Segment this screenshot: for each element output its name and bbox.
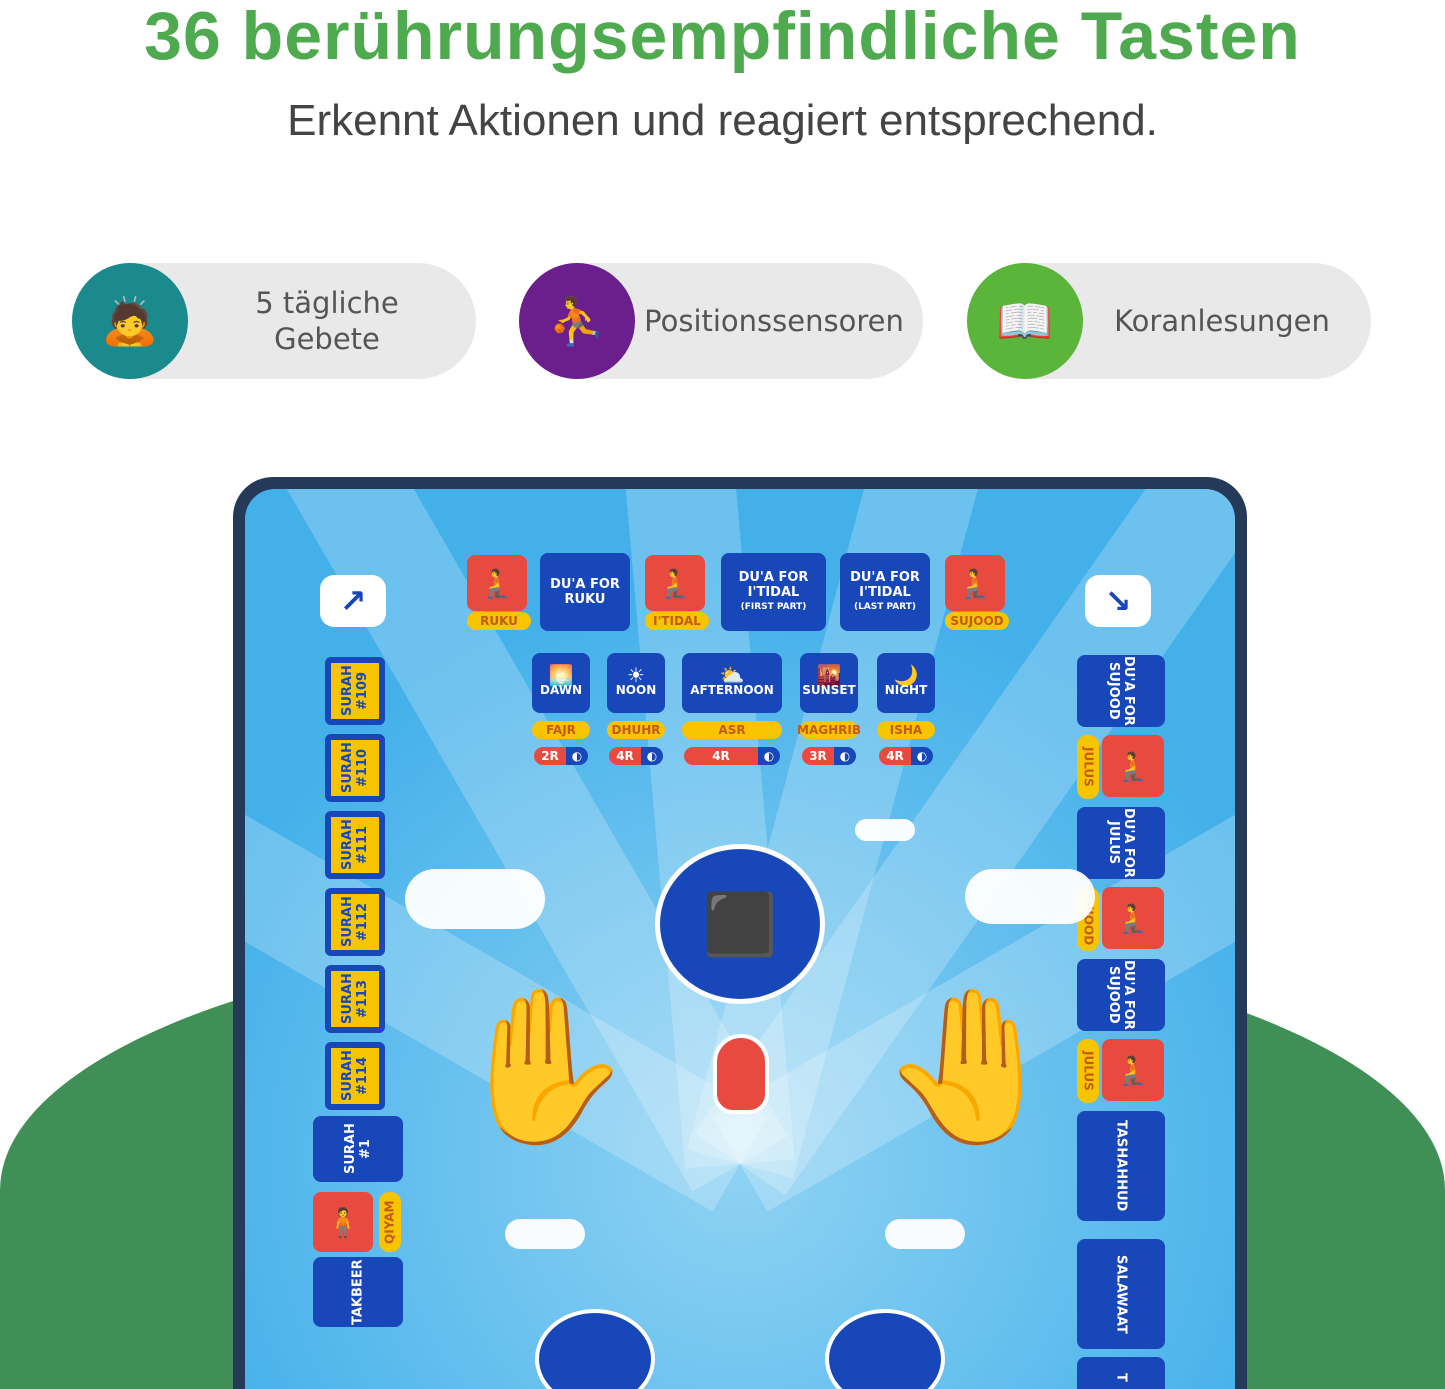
- pose-tile[interactable]: 🧎: [1102, 1039, 1164, 1101]
- rakat-indicator: 4R ◐: [879, 747, 933, 765]
- rakat-count: 4R: [609, 747, 641, 765]
- pose-caption[interactable]: QIYAM: [379, 1192, 401, 1252]
- dua-subtext: (FIRST PART): [740, 601, 807, 612]
- moon-icon: ◐: [641, 747, 663, 765]
- left-knee-pad[interactable]: [535, 1309, 655, 1389]
- prostration-icon: 🙇: [72, 263, 188, 379]
- surah-tile[interactable]: SURAH #111: [325, 811, 385, 879]
- pose-caption[interactable]: JULUS: [1077, 735, 1099, 799]
- moon-icon: ◐: [834, 747, 856, 765]
- qiyam-pose-tile[interactable]: 🧍: [313, 1192, 373, 1252]
- rakat-indicator: 3R ◐: [802, 747, 856, 765]
- time-of-day-icon: 🌅: [548, 663, 574, 687]
- prayer-time-label: SUNSET: [802, 683, 856, 697]
- prayer-name[interactable]: ISHA: [877, 721, 935, 739]
- cloud: [505, 1219, 585, 1249]
- time-of-day-icon: 🌙: [893, 663, 919, 687]
- rakat-indicator: 4R ◐: [609, 747, 663, 765]
- prayer-time-tile[interactable]: 🌅 DAWN: [532, 653, 590, 713]
- prayer-time-tile[interactable]: ☀ NOON: [607, 653, 665, 713]
- rakat-indicator: 2R ◐: [534, 747, 588, 765]
- dua-tile[interactable]: T: [1077, 1357, 1165, 1389]
- pose-caption[interactable]: JULUS: [1077, 1039, 1099, 1103]
- dua-text: DU'A FOR I'TIDAL: [738, 569, 809, 600]
- surah-tile[interactable]: SURAH #112: [325, 888, 385, 956]
- page-subtitle: Erkennt Aktionen und reagiert entspreche…: [287, 96, 1158, 145]
- feature-quran: 📖 Koranlesungen: [967, 263, 1371, 379]
- prayer-time-label: NOON: [615, 683, 657, 697]
- moon-icon: ◐: [566, 747, 588, 765]
- right-knee-pad[interactable]: [825, 1309, 945, 1389]
- prayer-time-label: AFTERNOON: [690, 683, 774, 697]
- prayer-name[interactable]: ASR: [682, 721, 782, 739]
- feature-label: 5 tägliche Gebete: [255, 286, 399, 356]
- prayer-time-label: DAWN: [540, 683, 582, 697]
- dua-subtext: (LAST PART): [853, 601, 917, 612]
- right-hand-pad[interactable]: ✋: [875, 980, 1062, 1154]
- surah-tile[interactable]: SURAH #110: [325, 734, 385, 802]
- dua-tile[interactable]: SALAWAAT: [1077, 1239, 1165, 1349]
- cloud: [885, 1219, 965, 1249]
- cloud: [405, 869, 545, 929]
- pose-caption[interactable]: I'TIDAL: [645, 612, 709, 630]
- dua-tile[interactable]: DU'A FOR I'TIDAL (LAST PART): [840, 553, 930, 631]
- surah-tile[interactable]: SURAH #113: [325, 965, 385, 1033]
- feature-label: Koranlesungen: [1114, 304, 1330, 338]
- pose-tile[interactable]: 🧎: [945, 555, 1005, 611]
- surah-tile[interactable]: SURAH #109: [325, 657, 385, 725]
- time-of-day-icon: ⛅: [719, 663, 745, 687]
- dua-tile[interactable]: DU'A FOR SUJOOD: [1077, 655, 1165, 727]
- moon-icon: ◐: [758, 747, 780, 765]
- rakat-count: 3R: [802, 747, 834, 765]
- left-hand-pad[interactable]: ✋: [450, 980, 637, 1154]
- time-of-day-icon: 🌇: [816, 663, 842, 687]
- prayer-name[interactable]: FAJR: [532, 721, 590, 739]
- curved-arrow-icon: ↘: [1085, 575, 1151, 627]
- time-of-day-icon: ☀: [627, 663, 645, 687]
- moon-icon: ◐: [911, 747, 933, 765]
- rakat-count: 2R: [534, 747, 566, 765]
- takbeer-tile[interactable]: TAKBEER: [313, 1257, 403, 1327]
- dua-tile[interactable]: DU'A FOR JULUS: [1077, 807, 1165, 879]
- pose-tile[interactable]: 🧎: [1102, 735, 1164, 797]
- prayer-name[interactable]: DHUHR: [607, 721, 665, 739]
- kaaba-icon[interactable]: ⬛: [655, 844, 825, 1004]
- rakat-count: 4R: [879, 747, 911, 765]
- cloud: [965, 869, 1095, 924]
- dua-tile[interactable]: DU'A FOR RUKU: [540, 553, 630, 631]
- feature-position-sensors: ⛹ Positionssensoren: [519, 263, 923, 379]
- surah-tile[interactable]: SURAH #1: [313, 1116, 403, 1182]
- bowing-figure-icon: ⛹: [519, 263, 635, 379]
- dua-text: DU'A FOR I'TIDAL: [850, 569, 920, 600]
- dua-tile[interactable]: DU'A FOR SUJOOD: [1077, 959, 1165, 1031]
- prayer-time-tile[interactable]: 🌇 SUNSET: [800, 653, 858, 713]
- dua-tile[interactable]: DU'A FOR I'TIDAL (FIRST PART): [721, 553, 826, 631]
- open-quran-icon: 📖: [967, 263, 1083, 379]
- page-title: 36 berührungsempfindliche Tasten: [144, 0, 1301, 74]
- dua-text: DU'A FOR RUKU: [550, 577, 620, 607]
- pose-tile[interactable]: 🧎: [645, 555, 705, 611]
- prayer-time-tile[interactable]: 🌙 NIGHT: [877, 653, 935, 713]
- dua-tile[interactable]: TASHAHHUD: [1077, 1111, 1165, 1221]
- feature-daily-prayers: 🙇 5 tägliche Gebete: [72, 263, 476, 379]
- feature-label: Positionssensoren: [644, 304, 904, 338]
- surah-tile[interactable]: SURAH #114: [325, 1042, 385, 1110]
- pose-caption[interactable]: RUKU: [467, 612, 531, 630]
- cloud: [855, 819, 915, 841]
- pose-caption[interactable]: SUJOOD: [945, 612, 1009, 630]
- rakat-indicator: 4R ◐: [684, 747, 780, 765]
- prayer-time-tile[interactable]: ⛅ AFTERNOON: [682, 653, 782, 713]
- prayer-time-label: NIGHT: [884, 683, 928, 697]
- nose-pad[interactable]: [713, 1034, 769, 1114]
- curved-arrow-icon: ↗: [320, 575, 386, 627]
- prayer-name[interactable]: MAGHRIB: [797, 721, 861, 739]
- rakat-count: 4R: [684, 747, 758, 765]
- pose-tile[interactable]: 🧎: [467, 555, 527, 611]
- pose-tile[interactable]: 🧎: [1102, 887, 1164, 949]
- prayer-mat: ↗ ↘ 🧎 RUKU DU'A FOR RUKU 🧎 I'TIDAL DU'A FOR I…: [233, 477, 1247, 1389]
